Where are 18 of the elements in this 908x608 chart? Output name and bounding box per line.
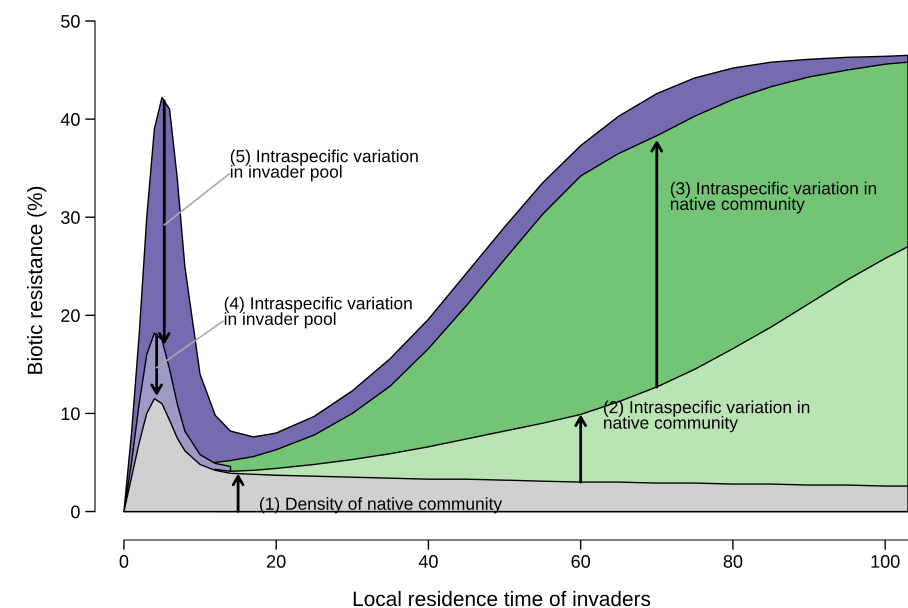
x-axis-title: Local residence time of invaders: [354, 590, 650, 606]
y-tick-label: 10: [62, 407, 80, 420]
annotation: (4) Intraspecific variation in invader pool: [224, 296, 412, 328]
y-tick-label: 40: [60, 113, 80, 126]
x-tick-label: 40: [418, 555, 438, 568]
y-tick-label: 30: [61, 211, 80, 224]
y-tick-label: 0: [71, 505, 80, 518]
y-axis-title: Biotic resistance (%): [27, 186, 46, 374]
x-tick-label: 20: [267, 555, 286, 568]
x-tick-label: 0: [120, 555, 128, 568]
annotation: (5) Intraspecific variation in invader pool: [230, 150, 418, 182]
y-tick-label: 50: [61, 14, 80, 28]
y-tick-label: 20: [61, 309, 80, 322]
annotation: (3) Intraspecific variation in native community: [670, 182, 876, 214]
x-tick-label: 80: [724, 555, 742, 568]
x-tick-label: 60: [572, 555, 590, 568]
x-tick-label: 100: [871, 555, 900, 568]
annotation: (1) Density of native community: [260, 497, 502, 514]
